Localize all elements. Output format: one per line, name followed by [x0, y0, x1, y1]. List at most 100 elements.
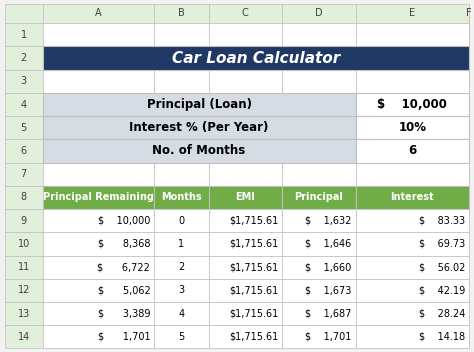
Bar: [282, 139, 356, 163]
Bar: [282, 302, 356, 325]
Text: Principal: Principal: [294, 193, 343, 202]
Bar: [43, 209, 154, 232]
Bar: [154, 232, 209, 256]
Text: $    28.24: $ 28.24: [419, 309, 465, 319]
Text: 1: 1: [21, 30, 27, 40]
Bar: [282, 325, 356, 348]
Bar: [43, 325, 154, 348]
Text: $      3,389: $ 3,389: [98, 309, 150, 319]
Bar: [356, 163, 469, 186]
Bar: [209, 302, 282, 325]
Text: C: C: [242, 8, 249, 18]
Text: $1,715.61: $1,715.61: [229, 285, 278, 295]
Bar: [154, 46, 209, 70]
Bar: [154, 302, 209, 325]
Bar: [209, 186, 282, 209]
Text: $      5,062: $ 5,062: [98, 285, 150, 295]
Text: Car Loan Calculator: Car Loan Calculator: [172, 51, 340, 65]
Bar: [209, 163, 282, 186]
Bar: [5, 302, 43, 325]
Bar: [43, 232, 154, 256]
Bar: [43, 163, 154, 186]
Text: Principal Remaining: Principal Remaining: [43, 193, 154, 202]
Bar: [43, 46, 154, 70]
Bar: [282, 186, 356, 209]
Bar: [5, 139, 43, 163]
Bar: [209, 209, 282, 232]
Bar: [356, 325, 469, 348]
Bar: [154, 70, 209, 93]
Bar: [43, 116, 154, 139]
Bar: [154, 163, 209, 186]
Bar: [356, 186, 469, 209]
Text: $    10,000: $ 10,000: [98, 216, 150, 226]
Bar: [356, 116, 469, 139]
Text: $1,715.61: $1,715.61: [229, 262, 278, 272]
Text: Months: Months: [161, 193, 201, 202]
Bar: [5, 46, 43, 70]
Bar: [209, 23, 282, 46]
Text: $1,715.61: $1,715.61: [229, 239, 278, 249]
Text: 2: 2: [178, 262, 184, 272]
Text: 5: 5: [20, 123, 27, 133]
Bar: [5, 232, 43, 256]
Text: $    1,632: $ 1,632: [305, 216, 352, 226]
Bar: [209, 209, 282, 232]
Bar: [43, 302, 154, 325]
Bar: [356, 46, 469, 70]
Bar: [154, 325, 209, 348]
Bar: [209, 4, 282, 23]
Text: EMI: EMI: [236, 193, 255, 202]
Bar: [356, 209, 469, 232]
Bar: [209, 93, 282, 116]
Bar: [209, 256, 282, 279]
Bar: [282, 46, 356, 70]
Bar: [282, 163, 356, 186]
Bar: [154, 302, 209, 325]
Bar: [356, 302, 469, 325]
Bar: [5, 93, 43, 116]
Bar: [209, 232, 282, 256]
Text: A: A: [95, 8, 101, 18]
Bar: [43, 93, 154, 116]
Bar: [356, 325, 469, 348]
Bar: [209, 70, 282, 93]
Bar: [5, 4, 43, 23]
Bar: [209, 279, 282, 302]
Bar: [154, 139, 209, 163]
Bar: [356, 232, 469, 256]
Bar: [209, 279, 282, 302]
Bar: [356, 23, 469, 46]
Text: $    10,000: $ 10,000: [377, 98, 447, 111]
Text: 14: 14: [18, 332, 30, 342]
Bar: [282, 232, 356, 256]
Text: 6: 6: [21, 146, 27, 156]
Text: $    1,646: $ 1,646: [305, 239, 352, 249]
Text: 12: 12: [18, 285, 30, 295]
Text: E: E: [410, 8, 415, 18]
Bar: [154, 209, 209, 232]
Bar: [43, 256, 154, 279]
Bar: [282, 325, 356, 348]
Text: Interest: Interest: [391, 193, 434, 202]
Text: 1: 1: [178, 239, 184, 249]
Bar: [356, 93, 469, 116]
Bar: [356, 70, 469, 93]
Bar: [154, 279, 209, 302]
Text: 6: 6: [408, 144, 417, 157]
Text: $1,715.61: $1,715.61: [229, 332, 278, 342]
Bar: [43, 139, 356, 163]
Bar: [282, 256, 356, 279]
Bar: [43, 279, 154, 302]
Bar: [43, 325, 154, 348]
Bar: [154, 93, 209, 116]
Bar: [356, 302, 469, 325]
Bar: [209, 325, 282, 348]
Bar: [209, 139, 282, 163]
Bar: [43, 186, 154, 209]
Bar: [5, 23, 43, 46]
Bar: [154, 186, 209, 209]
Text: 2: 2: [20, 53, 27, 63]
Bar: [154, 279, 209, 302]
Text: 7: 7: [20, 169, 27, 179]
